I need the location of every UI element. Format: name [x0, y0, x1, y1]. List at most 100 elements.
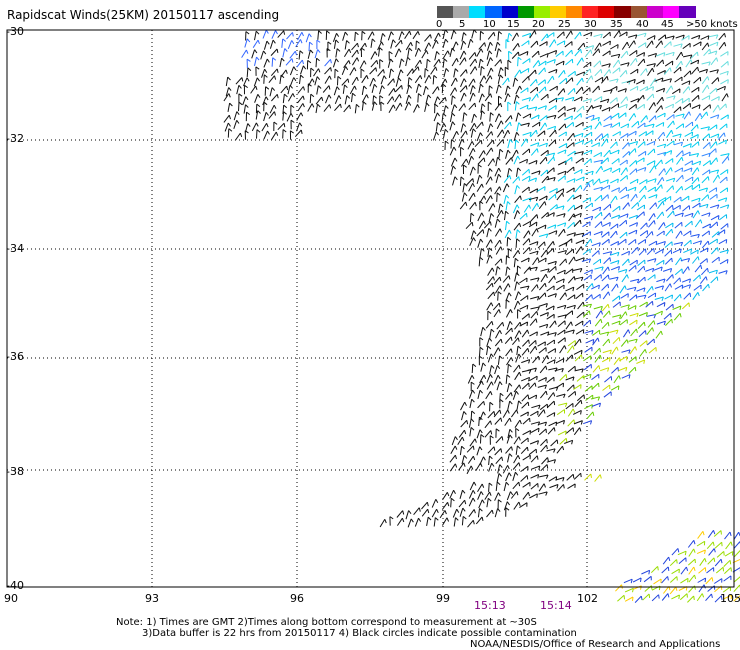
- wind-barb-flag: [588, 310, 591, 315]
- wind-barb-flag: [655, 202, 657, 207]
- wind-barb-flag: [553, 459, 556, 464]
- wind-barb-flag: [472, 85, 476, 90]
- wind-barb: [468, 509, 475, 517]
- wind-barb: [489, 329, 492, 339]
- wind-barb: [282, 111, 285, 121]
- wind-barb-flag: [720, 559, 723, 564]
- wind-barb-flag: [640, 585, 642, 590]
- wind-barb-flag: [307, 83, 312, 87]
- wind-barb-flag: [508, 472, 512, 477]
- wind-barb-flag: [472, 520, 475, 525]
- wind-barb: [567, 204, 575, 212]
- wind-barb: [557, 320, 566, 327]
- wind-barb-flag: [653, 63, 656, 68]
- wind-barb-flag: [504, 66, 509, 70]
- wind-barb-flag: [472, 389, 476, 394]
- wind-barb-flag: [473, 113, 477, 118]
- wind-barb-flag: [600, 318, 603, 324]
- wind-barb: [582, 98, 592, 102]
- wind-barb-flag: [546, 444, 548, 450]
- wind-barb-flag: [473, 192, 476, 197]
- wind-barb-flag: [229, 102, 233, 107]
- wind-barb: [584, 139, 593, 146]
- wind-barb: [582, 248, 591, 255]
- wind-barb: [630, 193, 637, 202]
- wind-barb-flag: [353, 67, 357, 72]
- wind-barb-flag: [671, 294, 673, 299]
- wind-barb: [610, 240, 619, 246]
- wind-barb: [361, 85, 365, 95]
- wind-barb: [701, 267, 708, 276]
- wind-barb: [395, 77, 399, 87]
- wind-barb-flag: [698, 198, 701, 203]
- wind-barb-flag: [682, 113, 685, 118]
- wind-barb-flag: [510, 309, 513, 314]
- wind-barb-flag: [580, 420, 583, 425]
- wind-barb: [281, 38, 284, 48]
- wind-barb-flag: [599, 348, 601, 353]
- wind-barb-flag: [273, 121, 278, 125]
- wind-barb-flag: [336, 48, 341, 52]
- wind-barb-flag: [472, 363, 477, 367]
- lon-label-96: 96: [290, 592, 304, 605]
- wind-barb: [521, 40, 530, 47]
- wind-barb: [377, 41, 382, 51]
- wind-barb: [484, 491, 491, 500]
- wind-barb-flag: [658, 594, 660, 599]
- wind-barb: [566, 166, 575, 174]
- wind-barb: [487, 410, 495, 419]
- lon-label-105: 105: [720, 592, 740, 605]
- wind-barb: [468, 183, 474, 192]
- wind-barb: [620, 339, 628, 347]
- wind-barb: [674, 212, 684, 217]
- wind-barb: [478, 93, 483, 103]
- wind-barb: [628, 356, 637, 363]
- wind-barb-flag: [483, 220, 486, 225]
- wind-barb-flag: [573, 276, 576, 281]
- lon-label-102: 102: [577, 592, 598, 605]
- wind-barb: [469, 213, 472, 223]
- wind-barb: [575, 86, 583, 95]
- wind-barb: [611, 366, 619, 374]
- wind-barb-flag: [528, 97, 531, 102]
- wind-barb: [680, 258, 690, 262]
- wind-barb-flag: [716, 169, 720, 174]
- wind-barb: [307, 49, 311, 59]
- wind-barb-flag: [707, 268, 709, 273]
- wind-barb-flag: [427, 94, 432, 99]
- wind-barb: [537, 79, 546, 86]
- wind-barb-flag: [454, 445, 458, 450]
- wind-barb-flag: [274, 111, 276, 116]
- wind-barb-flag: [592, 339, 595, 344]
- wind-barb-flag: [544, 241, 546, 246]
- wind-barb-flag: [381, 41, 384, 46]
- wind-barb-flag: [607, 194, 609, 199]
- wind-barb: [709, 87, 717, 95]
- wind-barb: [387, 58, 391, 68]
- wind-barb-flag: [618, 375, 621, 380]
- wind-barb-flag: [424, 68, 429, 72]
- wind-barb: [380, 75, 385, 85]
- wind-barb: [665, 167, 672, 176]
- wind-barb-flag: [591, 45, 595, 50]
- wind-barb: [485, 282, 493, 291]
- wind-barb: [584, 238, 592, 247]
- wind-barb-flag: [470, 465, 474, 470]
- wind-barb-flag: [581, 205, 583, 210]
- wind-barb-flag: [582, 140, 584, 145]
- wind-barb-flag: [697, 134, 699, 139]
- wind-barb-flag: [474, 102, 477, 108]
- wind-barb: [488, 85, 490, 95]
- wind-barb: [497, 74, 501, 84]
- wind-barb: [564, 156, 573, 164]
- wind-barb: [341, 78, 349, 86]
- wind-barb-flag: [528, 247, 531, 252]
- wind-barb: [575, 246, 582, 255]
- wind-barb: [658, 168, 665, 176]
- wind-barb-flag: [634, 367, 637, 372]
- wind-barb-flag: [271, 87, 276, 91]
- wind-barb: [512, 462, 520, 470]
- wind-barb-flag: [425, 50, 429, 55]
- wind-barb: [692, 240, 702, 245]
- wind-barb: [487, 446, 495, 454]
